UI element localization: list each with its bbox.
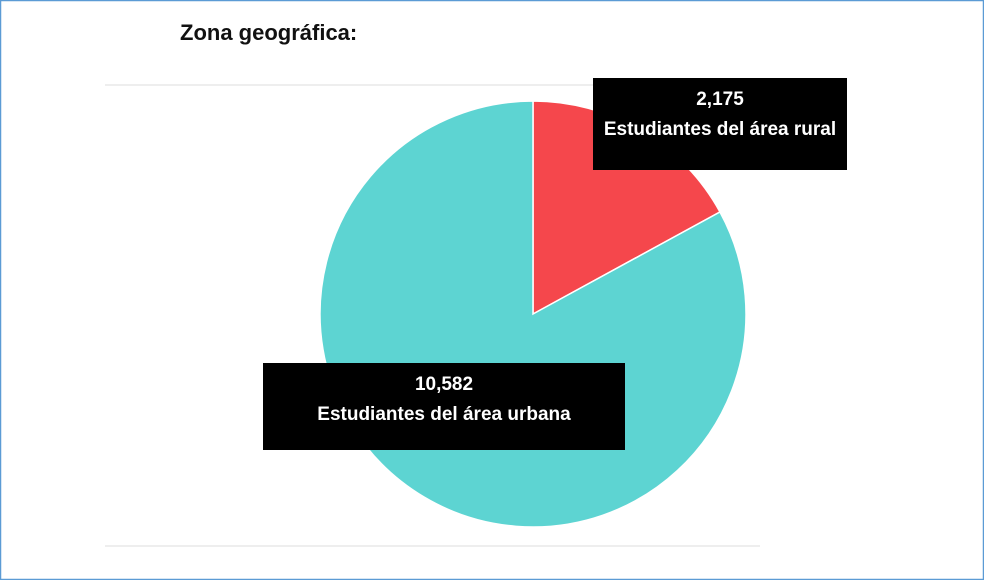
chart-title: Zona geográfica: bbox=[180, 20, 357, 45]
category-label: Estudiantes del área urbana bbox=[317, 404, 571, 425]
data-label: 2,175 bbox=[696, 89, 744, 110]
label-box bbox=[263, 363, 625, 450]
data-label: 10,582 bbox=[415, 374, 473, 395]
label-box bbox=[593, 78, 847, 170]
category-label: Estudiantes del área rural bbox=[604, 119, 836, 140]
